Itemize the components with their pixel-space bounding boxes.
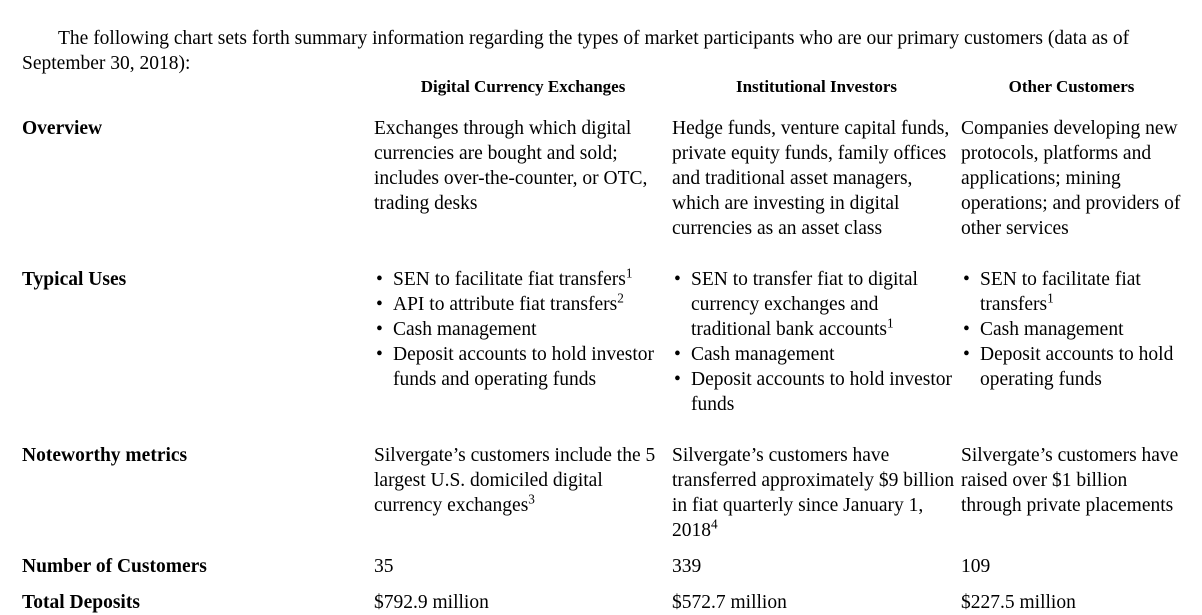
document-page: The following chart sets forth summary i… [22,27,1180,614]
footnote-marker: 4 [711,516,718,532]
footnote-marker: 1 [1047,290,1054,306]
list-item-label: SEN to facilitate fiat transfers [393,269,626,290]
bullet-icon: • [376,269,383,290]
bullet-icon: • [963,319,970,340]
cell-typical-uses-institutional-investors: • SEN to transfer fiat to digital currenc… [672,267,961,443]
metric-text: Silvergate’s customers have raised over … [961,445,1179,516]
bullet-icon: • [674,344,681,365]
table-row: Typical Uses • SEN to facilitate fiat tra… [22,265,1182,443]
cell-noteworthy-metrics-other-customers: Silvergate’s customers have raised over … [961,443,1182,554]
cell-overview-institutional-investors: Hedge funds, venture capital funds, priv… [672,118,950,239]
cell-typical-uses-digital-currency-exchanges: • SEN to facilitate fiat transfers1 • API t… [374,265,672,443]
cell-overview-other-customers: Companies developing new protocols, plat… [961,118,1181,239]
bullet-list: • SEN to transfer fiat to digital currenc… [672,267,961,417]
bullet-icon: • [376,344,383,365]
table-row: Noteworthy metrics Silvergate’s customer… [22,443,1182,554]
cell-noteworthy-metrics-digital-currency-exchanges: Silvergate’s customers include the 5 lar… [374,443,672,554]
list-item: • SEN to facilitate fiat transfers1 [961,267,1182,317]
bullet-icon: • [376,294,383,315]
list-item-label: Deposit accounts to hold investor funds [691,369,953,415]
column-header-digital-currency-exchanges: Digital Currency Exchanges [420,77,626,96]
list-item-label: Cash management [691,344,835,365]
customer-summary-table: Digital Currency Exchanges Institutional… [22,76,1182,615]
list-item: • SEN to transfer fiat to digital currenc… [672,267,961,342]
table-row: Total Deposits $792.9 million $572.7 mil… [22,590,1182,615]
list-item: • Cash management [374,317,672,342]
column-header-other-customers: Other Customers [1008,77,1135,96]
table-header-row: Digital Currency Exchanges Institutional… [22,76,1182,116]
row-label-overview: Overview [22,118,103,139]
footnote-marker: 1 [625,265,633,281]
list-item: • SEN to facilitate fiat transfers1 [374,265,672,292]
list-item-label: Deposit accounts to hold investor funds … [393,344,655,390]
row-label-typical-uses: Typical Uses [22,269,127,290]
row-label-number-of-customers: Number of Customers [22,556,207,577]
cell-number-of-customers-digital-currency-exchanges: 35 [374,556,394,577]
cell-number-of-customers-institutional-investors: 339 [672,556,702,577]
cell-total-deposits-institutional-investors: $572.7 million [672,592,787,613]
bullet-icon: • [963,344,970,365]
bullet-list: • SEN to facilitate fiat transfers1 • API t… [374,265,672,392]
bullet-icon: • [674,369,681,390]
list-item: • Deposit accounts to hold operating fund… [961,342,1182,392]
cell-typical-uses-other-customers: • SEN to facilitate fiat transfers1 • Cash … [961,267,1182,443]
bullet-icon: • [674,269,681,290]
list-item: • Deposit accounts to hold investor funds… [374,342,672,392]
table-row: Overview Exchanges through which digital… [22,116,1182,267]
column-header-institutional-investors: Institutional Investors [735,77,898,96]
list-item: • Cash management [961,317,1182,342]
metric-text: Silvergate’s customers have transferred … [672,445,955,541]
cell-total-deposits-other-customers: $227.5 million [961,592,1076,613]
footnote-marker: 1 [887,315,894,331]
metric-text: Silvergate’s customers include the 5 lar… [374,445,656,516]
column-header-blank [22,76,374,116]
footnote-marker: 2 [617,290,624,306]
row-label-total-deposits: Total Deposits [22,592,140,613]
list-item-label: API to attribute fiat transfers [393,294,618,315]
list-item-label: Cash management [980,319,1124,340]
bullet-list: • SEN to facilitate fiat transfers1 • Cash … [961,267,1182,392]
list-item: • Deposit accounts to hold investor funds [672,367,961,417]
cell-noteworthy-metrics-institutional-investors: Silvergate’s customers have transferred … [672,443,961,554]
list-item-label: Deposit accounts to hold operating funds [980,344,1174,390]
list-item: • Cash management [672,342,961,367]
list-item-label: SEN to facilitate fiat transfers [980,269,1141,315]
cell-total-deposits-digital-currency-exchanges: $792.9 million [374,592,489,613]
footnote-marker: 3 [528,491,535,507]
list-item-label: SEN to transfer fiat to digital currency… [691,269,918,340]
bullet-icon: • [376,319,383,340]
cell-overview-digital-currency-exchanges: Exchanges through which digital currenci… [374,118,648,214]
list-item-label: Cash management [393,319,537,340]
list-item: • API to attribute fiat transfers2 [374,290,672,317]
bullet-icon: • [963,269,970,290]
cell-number-of-customers-other-customers: 109 [961,556,991,577]
row-label-noteworthy-metrics: Noteworthy metrics [22,445,188,466]
intro-paragraph: The following chart sets forth summary i… [22,27,1130,74]
table-row: Number of Customers 35 339 109 [22,554,1182,590]
